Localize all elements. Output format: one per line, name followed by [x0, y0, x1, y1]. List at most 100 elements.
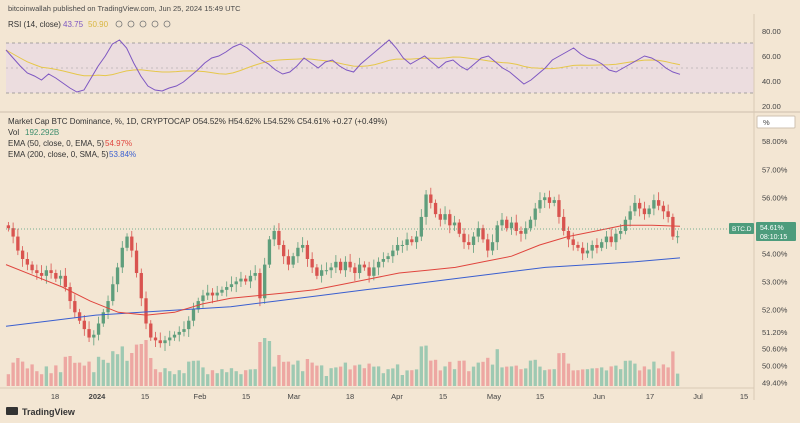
- price-tick-label: 49.40%: [762, 378, 788, 387]
- volume-bar: [353, 365, 357, 386]
- volume-bar: [656, 368, 661, 386]
- more-icon[interactable]: [163, 20, 171, 28]
- volume-bar: [343, 362, 348, 386]
- volume-bar: [305, 359, 310, 386]
- volume-bar: [367, 363, 371, 386]
- rsi-label: RSI (14, close): [8, 20, 61, 29]
- candle-body: [44, 270, 49, 276]
- delete-icon[interactable]: [151, 20, 159, 28]
- price-tick-label: 52.00%: [762, 305, 788, 314]
- volume-bar: [490, 364, 495, 386]
- volume-bar: [623, 360, 628, 386]
- candle-body: [619, 230, 623, 234]
- volume-bar: [562, 353, 566, 386]
- candle-body: [490, 242, 495, 251]
- candle-body: [144, 298, 148, 324]
- candle-body: [182, 329, 186, 332]
- volume-bar: [357, 364, 362, 386]
- candle-body: [310, 259, 314, 268]
- candle-body: [419, 216, 423, 237]
- volume-bar: [125, 360, 129, 386]
- rsi-ma-value: 50.90: [88, 20, 109, 29]
- volume-bar: [187, 361, 191, 386]
- volume-bar: [372, 366, 376, 386]
- candle-body: [552, 200, 556, 203]
- percent-scale-button[interactable]: %: [756, 115, 796, 129]
- candle-body: [590, 244, 594, 251]
- price-badge: [756, 222, 796, 241]
- candle-body: [585, 250, 590, 254]
- last-price-tag: BTC.D 54.61% 08:10:15: [729, 222, 796, 241]
- time-tick-label: 15: [536, 392, 544, 401]
- candle-body: [675, 236, 680, 238]
- candle-body: [96, 323, 101, 335]
- candle-body: [134, 250, 139, 274]
- volume-bar: [443, 366, 447, 386]
- price-badge-countdown: 08:10:15: [760, 234, 787, 241]
- volume-bar: [244, 370, 248, 386]
- volume-bar: [614, 365, 618, 386]
- volume-bar: [206, 374, 210, 386]
- candle-body: [633, 202, 637, 212]
- volume-bar: [519, 369, 523, 386]
- candle-body: [305, 244, 310, 259]
- volume-bar: [500, 367, 504, 386]
- candlesticks: [6, 187, 680, 351]
- volume-bar: [130, 353, 134, 386]
- candle-body: [353, 267, 357, 274]
- volume-bar: [661, 364, 666, 386]
- candle-body: [448, 214, 452, 226]
- candle-body: [566, 230, 571, 240]
- source-icon[interactable]: [139, 20, 147, 28]
- volume-bar: [106, 362, 110, 386]
- candle-body: [557, 200, 561, 217]
- candle-body: [429, 194, 433, 203]
- volume-bar: [39, 374, 44, 386]
- volume-bar: [20, 361, 25, 386]
- rsi-tick-20: 20.00: [762, 102, 781, 111]
- candle-body: [30, 264, 34, 271]
- candle-body: [35, 270, 39, 274]
- volume-bar: [87, 361, 91, 386]
- candle-body: [25, 259, 30, 265]
- rsi-tick-80: 80.00: [762, 27, 781, 36]
- candle-body: [253, 273, 257, 276]
- settings-icon[interactable]: [127, 20, 135, 28]
- volume-bar: [452, 369, 457, 386]
- candle-body: [191, 309, 196, 321]
- volume-bar: [671, 351, 675, 386]
- volume-bar: [191, 360, 196, 386]
- candle-body: [329, 267, 333, 271]
- tv-brand-text: TradingView: [22, 407, 76, 417]
- volume-bar: [300, 371, 305, 386]
- volume-bar: [604, 370, 609, 386]
- price-tick-label: 56.00%: [762, 193, 788, 202]
- candle-body: [486, 239, 490, 251]
- volume-bar: [35, 371, 39, 386]
- visibility-icon[interactable]: [115, 20, 123, 28]
- candle-body: [481, 228, 485, 240]
- volume-bar: [362, 368, 367, 386]
- volume-bar: [11, 362, 15, 386]
- volume-bar: [467, 371, 471, 386]
- candle-body: [244, 278, 248, 282]
- candle-body: [609, 236, 613, 243]
- candle-body: [467, 242, 471, 245]
- volume-bar: [595, 368, 599, 386]
- volume-bar: [153, 369, 158, 386]
- ema50-label: EMA (50, close, 0, EMA, 5): [8, 139, 104, 148]
- rsi-toolbar-icons[interactable]: [115, 20, 171, 28]
- volume-bar: [514, 365, 518, 386]
- candle-body: [87, 329, 91, 338]
- volume-bar: [149, 358, 153, 386]
- candle-body: [149, 323, 153, 338]
- candle-body: [77, 312, 82, 321]
- volume-bar: [215, 373, 219, 386]
- volume-bar: [647, 369, 651, 386]
- candle-body: [471, 236, 476, 245]
- candle-body: [111, 284, 115, 302]
- volume-bar: [319, 365, 324, 386]
- volume-bar: [481, 361, 485, 386]
- volume-bar: [92, 372, 96, 386]
